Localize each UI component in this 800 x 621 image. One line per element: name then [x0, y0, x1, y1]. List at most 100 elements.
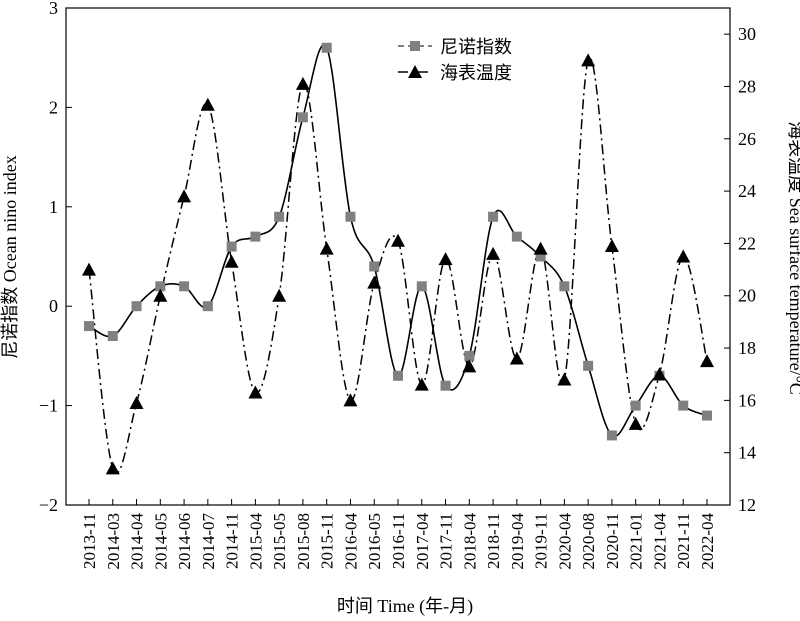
- nino-point: [250, 231, 261, 242]
- y-left-tick-label: −2: [39, 495, 58, 515]
- nino-point: [155, 281, 166, 292]
- nino-point: [464, 350, 475, 361]
- x-axis-title: 时间 Time (年-月): [337, 596, 473, 617]
- nino-point: [226, 241, 237, 252]
- x-tick-label: 2014-04: [128, 513, 147, 570]
- y-left-tick-label: 0: [49, 296, 58, 316]
- y-right-tick-label: 28: [738, 76, 756, 96]
- x-tick-label: 2021-01: [627, 513, 646, 570]
- x-tick-label: 2018-11: [484, 513, 503, 569]
- x-tick-label: 2022-04: [698, 513, 717, 570]
- sst-point: [462, 359, 477, 373]
- sst-point: [533, 241, 548, 255]
- x-tick-label: 2014-05: [151, 513, 170, 570]
- sst-point: [652, 367, 667, 381]
- x-tick-label: 2016-11: [389, 513, 408, 569]
- sst-point: [391, 233, 405, 247]
- sst-point: [700, 354, 714, 368]
- sst-point: [414, 377, 429, 391]
- nino-point: [107, 331, 118, 342]
- nino-point: [131, 301, 142, 312]
- nino-point: [297, 112, 308, 123]
- nino-point: [84, 321, 94, 332]
- sst-point: [200, 97, 215, 111]
- x-tick-label: 2015-04: [246, 513, 265, 570]
- y-right-tick-label: 22: [738, 233, 756, 253]
- y-right-tick-label: 14: [738, 443, 756, 463]
- y-right-tick-label: 26: [738, 129, 756, 149]
- x-tick-label: 2020-04: [555, 513, 574, 570]
- x-tick-label: 2014-06: [175, 513, 194, 570]
- legend-label-nino: 尼诺指数: [440, 37, 512, 57]
- nino-point: [274, 211, 285, 222]
- sst-point: [177, 189, 192, 203]
- series-line-sst: [88, 57, 708, 474]
- x-tick-label: 2019-04: [508, 513, 527, 570]
- nino-point: [511, 231, 522, 242]
- nino-point: [678, 400, 689, 411]
- sst-point: [248, 385, 263, 399]
- nino-point: [535, 251, 546, 262]
- nino-point: [440, 380, 451, 391]
- sst-point: [82, 262, 96, 276]
- nino-point: [179, 281, 190, 292]
- nino-point: [488, 211, 499, 222]
- x-tick-label: 2015-05: [270, 513, 289, 570]
- sst-point: [604, 239, 619, 253]
- nino-point: [702, 410, 712, 421]
- sst-point: [295, 76, 310, 90]
- sst-point: [319, 241, 334, 255]
- legend: 尼诺指数 海表温度: [398, 37, 512, 83]
- nino-point: [345, 211, 356, 222]
- sst-point: [628, 416, 643, 430]
- x-tick-label: 2018-04: [460, 513, 479, 570]
- x-tick-label: 2021-11: [674, 513, 693, 569]
- nino-point: [202, 301, 213, 312]
- x-tick-label: 2021-04: [650, 513, 669, 570]
- x-tick-label: 2017-04: [413, 513, 432, 570]
- y-left-tick-label: −1: [39, 396, 58, 416]
- nino-point: [393, 370, 403, 381]
- x-tick-label: 2019-11: [532, 513, 551, 569]
- nino-point: [416, 281, 427, 292]
- x-tick-label: 2013-11: [80, 513, 99, 569]
- legend-marker-triangle: [408, 65, 422, 78]
- sst-point: [367, 275, 382, 289]
- nino-point: [606, 430, 617, 441]
- sst-point: [105, 461, 120, 475]
- nino-point: [321, 42, 332, 53]
- x-tick-label: 2016-04: [341, 513, 360, 570]
- sst-point: [676, 249, 691, 263]
- sst-point: [438, 252, 453, 266]
- sst-point: [224, 254, 239, 268]
- sst-point: [129, 395, 144, 409]
- x-tick-label: 2020-11: [603, 513, 622, 569]
- y-left-tick-label: 1: [49, 197, 58, 217]
- legend-label-sst: 海表温度: [440, 63, 512, 83]
- x-tick-label: 2014-07: [199, 513, 218, 570]
- x-tick-label: 2015-11: [318, 513, 337, 569]
- y-axis-right-title: 海表温度 Sea surface temperature/°C: [786, 121, 800, 395]
- y-right-tick-label: 20: [738, 286, 756, 306]
- y-right-tick-label: 24: [738, 181, 756, 201]
- x-tick-label: 2016-05: [365, 513, 384, 570]
- sst-point: [509, 351, 524, 365]
- sst-point: [581, 53, 596, 67]
- nino-point: [630, 400, 641, 411]
- x-tick-label: 2015-08: [294, 513, 313, 570]
- y-left-tick-label: 3: [49, 0, 58, 18]
- y-right-tick-label: 30: [738, 24, 756, 44]
- y-right-tick-label: 12: [738, 495, 756, 515]
- y-axis-left-title: 尼诺指数 Ocean nino index: [0, 155, 20, 358]
- nino-point: [583, 360, 594, 371]
- legend-marker-square: [410, 41, 420, 51]
- y-right-tick-label: 16: [738, 390, 756, 410]
- sst-point: [153, 288, 168, 302]
- y-right-tick-label: 18: [738, 338, 756, 358]
- nino-point: [369, 261, 380, 272]
- x-tick-label: 2020-08: [579, 513, 598, 570]
- x-tick-label: 2017-11: [437, 513, 456, 569]
- sst-point: [343, 393, 358, 407]
